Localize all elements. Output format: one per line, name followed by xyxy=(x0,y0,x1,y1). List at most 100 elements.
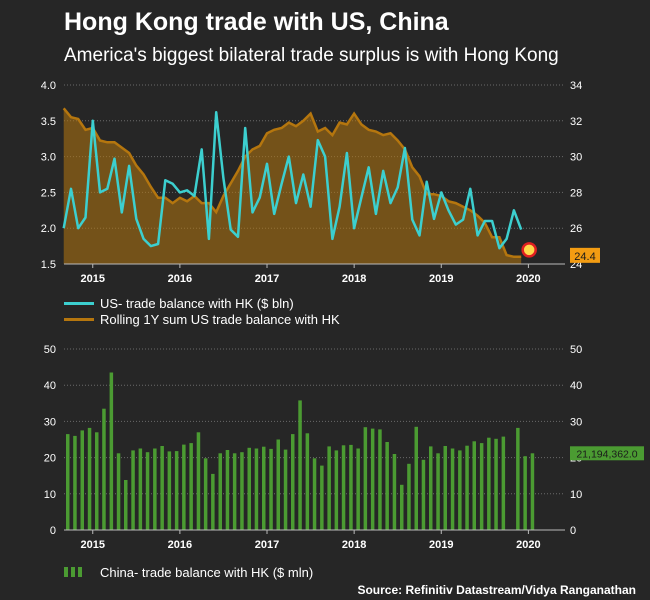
x-tick-label: 2020 xyxy=(516,539,540,551)
y-tick-label-left: 1.5 xyxy=(41,259,56,271)
bar xyxy=(320,465,324,530)
bar xyxy=(298,400,302,530)
y-tick-label-left: 30 xyxy=(44,416,56,428)
y-tick-label-left: 20 xyxy=(44,453,56,465)
bar xyxy=(400,484,404,531)
legend-bar-swatch xyxy=(64,567,94,577)
bar xyxy=(501,436,506,530)
legend-line-label: US- trade balance with HK ($ bln) xyxy=(100,295,294,311)
bar xyxy=(429,446,433,530)
bar xyxy=(450,448,455,530)
x-tick-label: 2016 xyxy=(168,273,192,285)
bar xyxy=(414,426,418,530)
legend-item-us-line: US- trade balance with HK ($ bln) xyxy=(64,295,294,311)
bar xyxy=(247,447,251,530)
x-tick-label: 2019 xyxy=(429,539,453,551)
source-note: Source: Refinitiv Datastream/Vidya Ranga… xyxy=(357,583,636,597)
bar xyxy=(487,437,491,530)
x-tick-label: 2018 xyxy=(342,539,366,551)
y-tick-label-right: 26 xyxy=(570,223,582,235)
bar xyxy=(262,446,266,530)
legend-bar-label: China- trade balance with HK ($ mln) xyxy=(100,564,314,580)
y-tick-label-right: 10 xyxy=(570,489,582,501)
chart-subtitle: America's biggest bilateral trade surplu… xyxy=(64,45,559,66)
bar xyxy=(160,446,164,530)
x-tick-label: 2019 xyxy=(429,273,453,285)
bar xyxy=(80,430,84,530)
bar xyxy=(291,434,295,530)
end-value-label: 21,194,362.0 xyxy=(576,448,637,460)
bar xyxy=(138,448,143,530)
bar xyxy=(269,448,273,530)
bar xyxy=(167,451,172,530)
bar xyxy=(530,453,535,530)
bar xyxy=(378,429,382,530)
x-tick-label: 2015 xyxy=(81,273,105,285)
bar xyxy=(305,433,310,530)
y-tick-label-right: 28 xyxy=(570,187,582,199)
bar xyxy=(341,445,346,530)
y-tick-label-left: 3.0 xyxy=(41,152,56,164)
bar xyxy=(131,450,135,530)
bar xyxy=(327,446,331,530)
y-tick-label-left: 50 xyxy=(44,344,56,356)
bar xyxy=(276,439,280,530)
bar xyxy=(436,453,440,530)
bar xyxy=(174,451,179,530)
bar xyxy=(312,458,317,530)
chart-title: Hong Kong trade with US, China xyxy=(64,8,449,36)
x-tick-label: 2017 xyxy=(255,273,279,285)
x-tick-label: 2020 xyxy=(516,273,540,285)
bar xyxy=(370,428,375,530)
y-tick-label-left: 10 xyxy=(44,489,56,501)
y-tick-label-right: 0 xyxy=(570,525,576,537)
bar xyxy=(363,427,368,530)
legend-item-rolling-area: Rolling 1Y sum US trade balance with HK xyxy=(64,311,340,327)
bar xyxy=(240,452,244,530)
bar xyxy=(392,454,397,530)
x-tick-label: 2018 xyxy=(342,273,366,285)
bar xyxy=(458,450,462,530)
bar xyxy=(356,448,360,530)
x-tick-label: 2017 xyxy=(255,539,279,551)
x-tick-label: 2016 xyxy=(168,539,192,551)
y-tick-label-right: 30 xyxy=(570,416,582,428)
bar xyxy=(472,441,476,530)
bar xyxy=(102,408,106,530)
bar xyxy=(109,372,114,530)
bar xyxy=(479,443,484,530)
y-tick-label-right: 32 xyxy=(570,116,582,128)
y-tick-label-right: 40 xyxy=(570,380,582,392)
bar xyxy=(225,450,230,530)
bar xyxy=(218,453,222,530)
bar xyxy=(349,444,353,530)
bar xyxy=(87,427,92,530)
bar xyxy=(153,448,157,530)
bar xyxy=(203,458,208,530)
bar xyxy=(211,473,215,530)
end-value-tag xyxy=(570,446,644,461)
y-tick-label-left: 4.0 xyxy=(41,80,56,92)
bar xyxy=(283,449,288,530)
bar xyxy=(494,438,498,530)
bar xyxy=(232,453,237,530)
bar xyxy=(254,448,259,530)
legend-item-china-bars: China- trade balance with HK ($ mln) xyxy=(64,564,313,580)
bar xyxy=(66,434,70,530)
legend-line-swatch xyxy=(64,301,94,305)
us-trade-balance-line xyxy=(62,110,523,250)
bar xyxy=(421,459,426,530)
y-tick-label-left: 0 xyxy=(50,525,56,537)
y-tick-label-left: 2.0 xyxy=(41,223,56,235)
bar xyxy=(116,453,121,530)
y-tick-label-left: 40 xyxy=(44,380,56,392)
bar xyxy=(407,463,411,530)
end-value-label: 24.4 xyxy=(574,251,595,263)
end-value-tag xyxy=(570,247,600,263)
bar xyxy=(189,443,193,530)
bar xyxy=(523,456,527,530)
bar xyxy=(443,446,447,530)
x-tick-label: 2015 xyxy=(81,539,105,551)
bar xyxy=(334,450,339,530)
